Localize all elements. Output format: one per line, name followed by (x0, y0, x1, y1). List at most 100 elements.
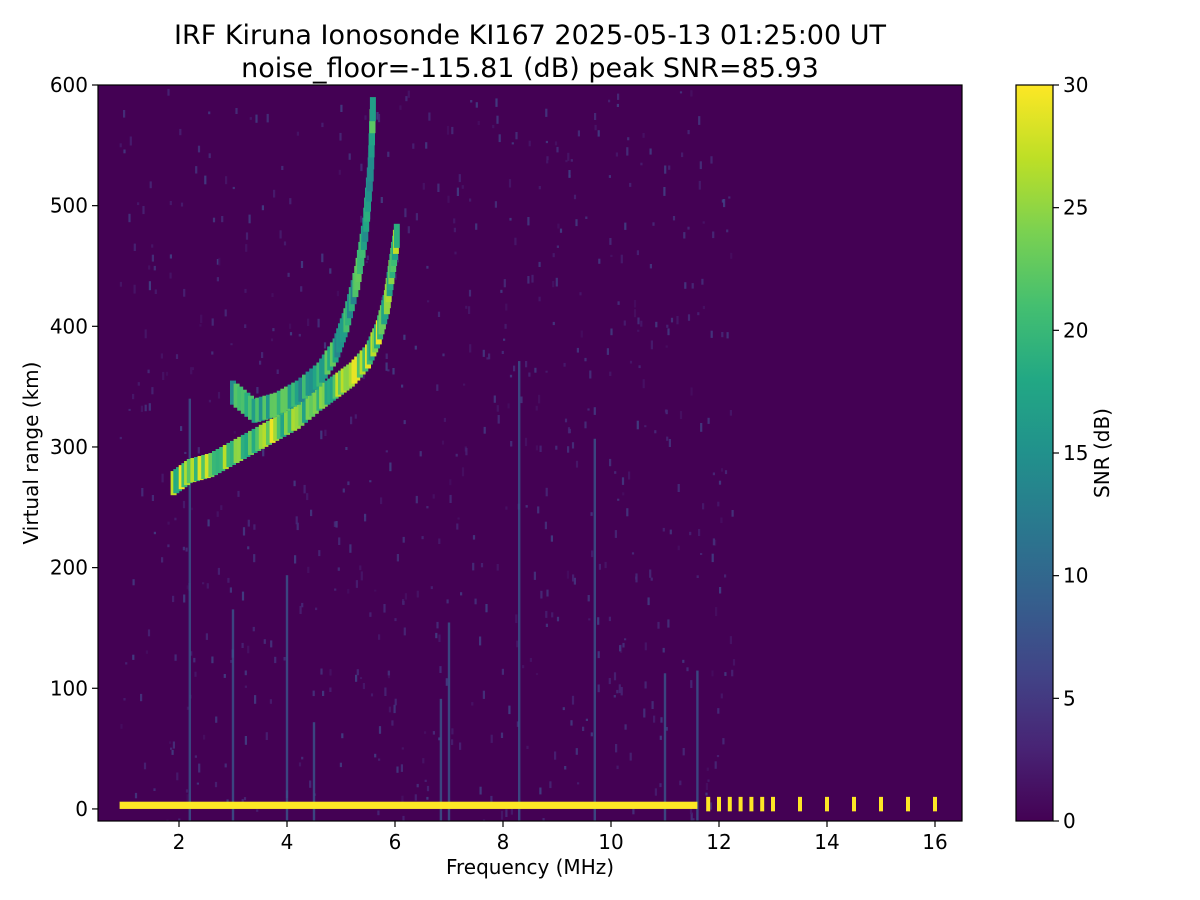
noise-speckle (186, 585, 189, 590)
echo-trace-cell (248, 430, 254, 455)
noise-speckle (463, 383, 466, 386)
colorbar: 0 5 10 15 20 25 30 SNR (dB) (1015, 73, 1114, 833)
noise-speckle (445, 678, 448, 686)
noise-speckle (585, 216, 588, 219)
noise-speckle (362, 683, 365, 690)
noise-speckle (690, 812, 693, 821)
echo-trace-cell (215, 449, 222, 474)
noise-speckle (643, 708, 646, 718)
noise-speckle (525, 361, 528, 368)
noise-speckle (635, 573, 638, 583)
noise-speckle (690, 90, 693, 97)
noise-speckle (272, 328, 275, 332)
echo-trace-cell (284, 386, 290, 411)
noise-speckle (211, 318, 214, 326)
noise-speckle (562, 707, 565, 711)
noise-speckle (587, 408, 590, 411)
noise-speckle (707, 779, 710, 782)
noise-speckle (659, 735, 662, 740)
noise-speckle (477, 121, 480, 126)
noise-speckle (133, 284, 136, 294)
noise-speckle (490, 734, 493, 743)
noise-speckle (465, 448, 468, 456)
noise-speckle (718, 480, 722, 485)
noise-speckle (186, 706, 189, 710)
noise-speckle (537, 506, 540, 514)
noise-speckle (426, 785, 430, 792)
noise-speckle (402, 599, 405, 605)
interference-line (696, 670, 699, 821)
noise-speckle (529, 658, 532, 662)
noise-speckle (179, 128, 182, 136)
noise-speckle (426, 796, 429, 800)
noise-speckle (665, 345, 668, 348)
noise-speckle (303, 484, 306, 494)
ground-echo-line (706, 796, 711, 812)
noise-speckle (482, 349, 485, 357)
noise-speckle (427, 300, 430, 303)
noise-speckle (482, 819, 486, 821)
noise-speckle (454, 251, 457, 255)
noise-speckle (389, 462, 392, 472)
noise-speckle (468, 289, 472, 297)
noise-speckle (700, 423, 703, 432)
noise-speckle (626, 147, 629, 156)
noise-speckle (539, 445, 542, 452)
echo-trace-cell (201, 455, 208, 480)
noise-speckle (496, 405, 499, 412)
echo-trace-cell (194, 457, 200, 482)
noise-speckle (546, 160, 549, 164)
noise-speckle (298, 333, 301, 337)
noise-speckle (374, 589, 377, 592)
noise-speckle (726, 332, 729, 339)
noise-speckle (731, 510, 734, 517)
noise-speckle (176, 772, 179, 781)
noise-speckle (505, 809, 508, 817)
noise-speckle (683, 232, 686, 239)
noise-speckle (329, 268, 332, 274)
noise-speckle (728, 196, 731, 199)
noise-speckle (624, 638, 627, 641)
noise-speckle (207, 519, 210, 527)
noise-speckle (203, 734, 206, 740)
noise-speckle (151, 495, 154, 501)
noise-speckle (719, 587, 722, 594)
noise-speckle (259, 360, 262, 365)
noise-speckle (161, 473, 164, 483)
noise-speckle (540, 590, 543, 599)
noise-speckle (637, 329, 640, 332)
noise-speckle (631, 552, 635, 555)
noise-speckle (432, 494, 435, 499)
noise-speckle (446, 125, 450, 135)
noise-speckle (190, 507, 194, 511)
noise-speckle (509, 217, 512, 221)
ground-echo-line (727, 796, 732, 812)
noise-speckle (167, 88, 170, 96)
noise-speckle (552, 281, 555, 288)
noise-speckle (129, 136, 132, 146)
noise-speckle (654, 788, 657, 796)
noise-speckle (516, 721, 519, 727)
noise-speckle (432, 731, 435, 735)
x-tick-label: 8 (497, 830, 510, 854)
noise-speckle (644, 425, 647, 428)
noise-speckle (271, 293, 274, 297)
noise-speckle (556, 245, 559, 248)
noise-speckle (320, 668, 323, 675)
noise-speckle (572, 574, 575, 582)
noise-speckle (300, 286, 303, 292)
noise-speckle (510, 441, 513, 447)
echo-trace-cell (312, 365, 319, 390)
noise-speckle (545, 610, 548, 618)
noise-speckle (438, 538, 441, 544)
noise-speckle (681, 152, 684, 158)
noise-speckle (698, 180, 701, 190)
noise-speckle (577, 782, 580, 785)
noise-speckle (378, 726, 382, 734)
noise-speckle (689, 805, 693, 815)
echo-trace-cell (298, 377, 305, 402)
noise-speckle (584, 421, 587, 429)
noise-speckle (716, 755, 720, 758)
noise-speckle (149, 181, 152, 189)
noise-speckle (218, 257, 221, 266)
